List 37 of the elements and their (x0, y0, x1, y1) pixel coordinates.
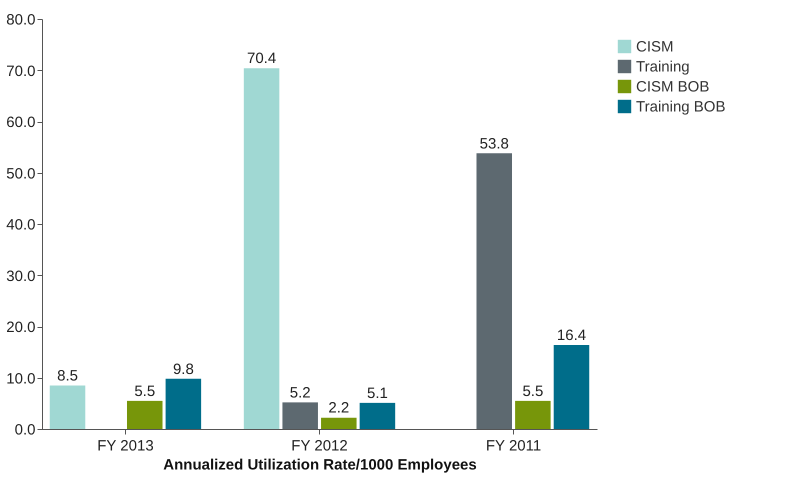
legend-label: Training BOB (636, 98, 726, 116)
legend-label: CISM BOB (636, 78, 710, 96)
y-tick-label: 0.0 (14, 422, 36, 438)
data-label: 16.4 (556, 326, 586, 344)
bar (321, 418, 357, 429)
y-tick-label: 60.0 (6, 114, 36, 131)
bar (476, 153, 512, 429)
x-tick-label: FY 2012 (291, 438, 348, 454)
bar (282, 402, 318, 429)
bar (515, 400, 551, 429)
x-tick-label: FY 2011 (486, 438, 542, 454)
bar (126, 400, 163, 429)
data-label: 5.1 (366, 384, 388, 402)
bar (360, 402, 396, 429)
y-tick-label: 50.0 (6, 165, 36, 182)
y-tick-label: 20.0 (6, 319, 36, 336)
x-axis-title: Annualized Utilization Rate/1000 Employees (163, 456, 477, 474)
data-label: 9.8 (172, 360, 194, 378)
bar (50, 385, 86, 429)
data-label: 2.2 (328, 400, 350, 417)
y-tick-label: 40.0 (6, 216, 36, 234)
y-tick-label: 70.0 (6, 62, 36, 80)
bar (166, 378, 202, 429)
data-label: 8.5 (57, 367, 78, 384)
legend-label: Training (636, 58, 690, 76)
bar (554, 344, 590, 429)
bar (244, 68, 280, 429)
y-tick-label: 30.0 (6, 268, 36, 285)
data-label: 5.2 (290, 384, 311, 402)
data-label: 70.4 (246, 50, 276, 68)
y-tick-label: 80.0 (6, 12, 36, 28)
y-tick-label: 10.0 (6, 370, 36, 388)
x-tick-label: FY 2013 (97, 438, 154, 454)
legend-label: CISM (636, 38, 674, 56)
data-label: 5.5 (522, 382, 544, 400)
data-label: 5.5 (134, 382, 156, 400)
data-label: 53.8 (480, 135, 509, 152)
